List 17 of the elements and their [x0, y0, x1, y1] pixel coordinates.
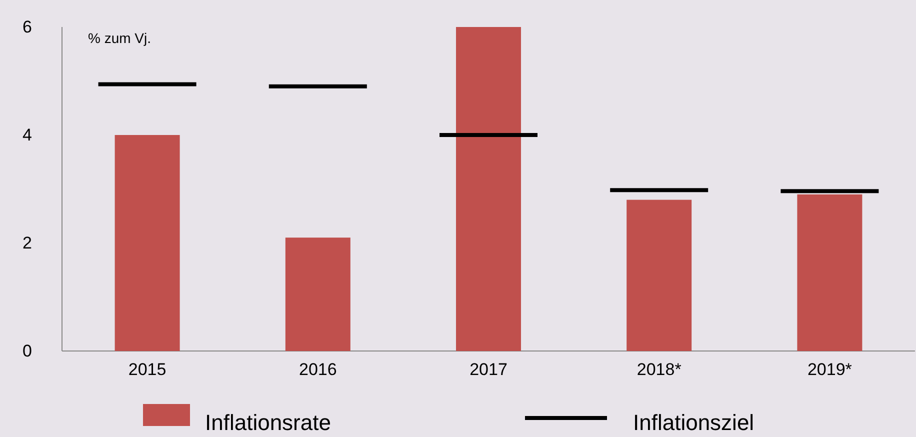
- y-tick-label: 4: [22, 125, 32, 144]
- bar: [626, 200, 692, 351]
- legend-label: Inflationsziel: [633, 410, 754, 435]
- bar: [285, 238, 350, 351]
- x-tick-label: 2015: [128, 360, 166, 380]
- y-tick-label: 2: [22, 233, 32, 252]
- y-tick-label: 6: [22, 17, 32, 36]
- bar: [114, 135, 180, 351]
- x-tick-label: 2018*: [636, 360, 682, 380]
- y-tick-label: 0: [22, 341, 32, 360]
- x-tick-label: 2019*: [807, 360, 852, 380]
- bar: [456, 27, 521, 351]
- x-tick-label: 2016: [298, 360, 337, 380]
- x-tick-label: 2017: [470, 360, 508, 380]
- legend-label: Inflationsrate: [205, 410, 331, 435]
- bar: [797, 194, 862, 351]
- annotation: % zum Vj.: [88, 30, 152, 46]
